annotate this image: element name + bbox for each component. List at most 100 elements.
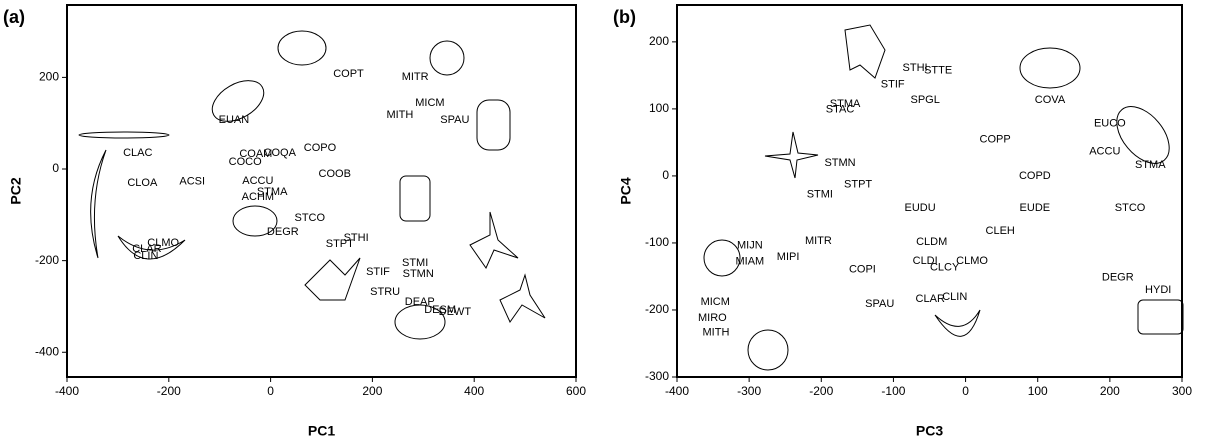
x-tick-label: -200 xyxy=(157,384,181,398)
point-label: CLIN xyxy=(133,250,158,262)
outline xyxy=(1137,299,1184,335)
outline xyxy=(703,239,741,277)
point-label: MITR xyxy=(805,235,832,247)
point-label: CLEH xyxy=(986,225,1015,237)
y-tick-label: 0 xyxy=(662,168,669,182)
y-axis-label: PC4 xyxy=(618,177,634,204)
point-label: COAM xyxy=(239,148,272,160)
point-label: CLAC xyxy=(123,147,152,159)
point-label: SPAU xyxy=(440,114,469,126)
y-tick-label: 200 xyxy=(39,70,59,84)
x-tick-label: 100 xyxy=(1028,384,1048,398)
outline xyxy=(764,131,819,179)
point-label: STMA xyxy=(1135,159,1166,171)
x-tick-label: 0 xyxy=(267,384,274,398)
y-tick-label: -300 xyxy=(645,369,669,383)
point-label: STMA xyxy=(830,98,861,110)
point-label: CLMO xyxy=(956,255,988,267)
x-axis-label: PC1 xyxy=(308,423,335,439)
outline xyxy=(90,149,107,259)
point-label: MIAM xyxy=(735,256,764,268)
y-tick-label: -200 xyxy=(645,302,669,316)
x-tick-label: -100 xyxy=(881,384,905,398)
x-tick-label: -400 xyxy=(665,384,689,398)
point-label: EUCO xyxy=(1094,118,1126,130)
outline xyxy=(934,309,981,337)
point-label: STPT xyxy=(844,179,872,191)
x-tick-label: 600 xyxy=(566,384,586,398)
point-label: STPT xyxy=(326,238,354,250)
outline xyxy=(211,80,265,122)
point-label: STMN xyxy=(403,268,434,280)
outline xyxy=(469,211,519,270)
point-label: MIPI xyxy=(777,251,800,263)
point-label: DEAP xyxy=(405,296,435,308)
x-tick-label: 0 xyxy=(962,384,969,398)
point-label: COPI xyxy=(849,264,876,276)
point-label: EUDE xyxy=(1020,202,1051,214)
point-label: MITH xyxy=(386,109,413,121)
x-tick-label: -200 xyxy=(809,384,833,398)
point-label: COPD xyxy=(1019,170,1051,182)
outline xyxy=(844,24,886,79)
x-tick-label: -400 xyxy=(55,384,79,398)
y-tick-label: 100 xyxy=(649,101,669,115)
point-label: CLDM xyxy=(916,236,947,248)
point-label: COVA xyxy=(1035,94,1066,106)
outline xyxy=(1116,106,1170,164)
panel-label: (a) xyxy=(3,7,25,27)
outline xyxy=(747,329,789,371)
outline xyxy=(117,235,186,260)
x-tick-label: -300 xyxy=(737,384,761,398)
point-label: CLAR xyxy=(916,293,945,305)
point-label: DEWT xyxy=(439,306,472,318)
point-label: ACCU xyxy=(1089,146,1120,158)
point-label: STIF xyxy=(366,266,390,278)
point-label: STAC xyxy=(826,103,855,115)
x-axis-label: PC3 xyxy=(916,423,943,439)
plot-frame xyxy=(66,4,577,378)
point-label: MIRO xyxy=(698,312,727,324)
point-label: STIF xyxy=(881,79,905,91)
point-label: CLCY xyxy=(930,262,960,274)
point-label: DEGR xyxy=(1102,272,1134,284)
point-label: MIJN xyxy=(737,240,763,252)
point-label: ACCU xyxy=(242,175,273,187)
x-tick-label: 300 xyxy=(1172,384,1192,398)
outline xyxy=(429,40,465,76)
y-tick-label: -400 xyxy=(35,344,59,358)
point-label: CLMO xyxy=(147,237,179,249)
point-label: STMI xyxy=(402,257,428,269)
outline xyxy=(232,205,278,237)
point-label: STRU xyxy=(370,286,400,298)
point-label: DESM xyxy=(424,304,456,316)
outline xyxy=(499,273,546,324)
point-label: SPGL xyxy=(910,94,939,106)
y-tick-label: -200 xyxy=(35,253,59,267)
point-label: CLOA xyxy=(127,177,158,189)
outline xyxy=(476,99,511,151)
point-label: ACSI xyxy=(179,176,205,188)
plot-frame xyxy=(676,4,1183,378)
outline xyxy=(394,304,446,340)
point-label: STHI xyxy=(903,62,928,74)
point-label: STMI xyxy=(807,189,833,201)
x-tick-label: 200 xyxy=(1100,384,1120,398)
point-label: COPP xyxy=(980,134,1011,146)
point-label: CLAR xyxy=(132,243,161,255)
point-label: EUAN xyxy=(219,114,250,126)
point-label: STCO xyxy=(295,212,326,224)
outline xyxy=(304,257,361,301)
point-label: ACHM xyxy=(242,191,274,203)
point-label: MICM xyxy=(701,296,730,308)
point-label: COPT xyxy=(333,68,364,80)
point-label: COCO xyxy=(229,156,262,168)
outline xyxy=(399,175,431,222)
x-tick-label: 400 xyxy=(464,384,484,398)
y-axis-label: PC2 xyxy=(8,177,24,204)
point-label: DEGR xyxy=(267,226,299,238)
point-label: STMN xyxy=(824,157,855,169)
point-label: COPO xyxy=(304,142,337,154)
point-label: MICM xyxy=(415,97,444,109)
